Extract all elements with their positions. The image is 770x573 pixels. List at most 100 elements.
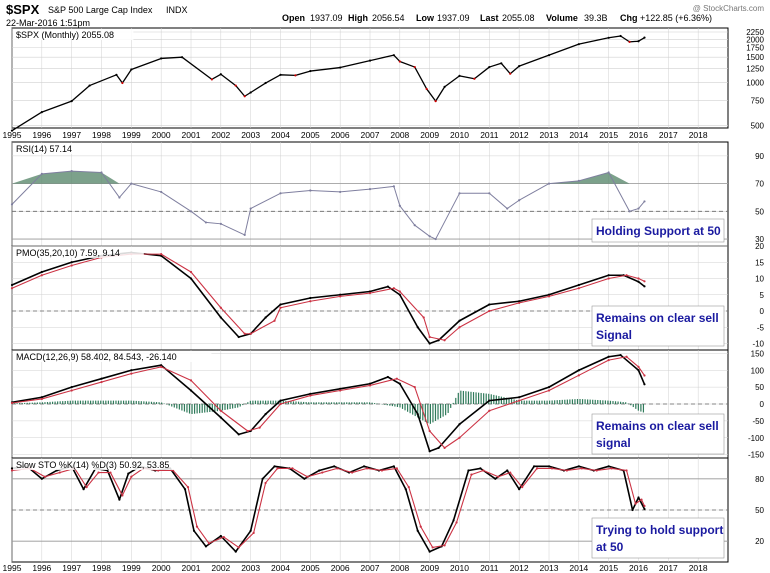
data-point xyxy=(88,84,91,87)
data-point xyxy=(428,342,431,345)
x-tick-label-top: 2001 xyxy=(182,130,201,140)
data-point xyxy=(100,377,103,380)
data-point xyxy=(488,409,491,412)
x-tick-label-bottom: 2006 xyxy=(331,563,350,573)
annotation-box xyxy=(591,517,725,559)
data-point xyxy=(204,221,208,224)
data-point xyxy=(306,475,309,478)
data-point xyxy=(643,383,646,386)
data-point xyxy=(127,472,130,475)
data-point xyxy=(473,77,476,80)
panel-title: RSI(14) 57.14 xyxy=(16,144,72,154)
data-point xyxy=(607,359,610,362)
data-point xyxy=(643,285,646,288)
data-point xyxy=(309,189,312,192)
data-point xyxy=(70,100,73,103)
x-tick-label-bottom: 2004 xyxy=(271,563,290,573)
panel-5: 20 50 80 Slow STO %K(14) %D(3) 50.92, 53.85… xyxy=(10,457,765,563)
data-point xyxy=(577,374,580,377)
data-point xyxy=(219,409,222,412)
panel-title: PMO(35,20,10) 7.59, 9.14 xyxy=(16,248,120,258)
x-tick-label-top: 2004 xyxy=(271,130,290,140)
data-point xyxy=(607,277,610,280)
data-point xyxy=(428,429,431,433)
y-tick-label: 15 xyxy=(755,258,764,267)
x-tick-label-top: 2005 xyxy=(301,130,320,140)
data-point xyxy=(160,57,163,60)
data-point xyxy=(428,550,431,553)
data-point xyxy=(40,477,43,480)
y-tick-label: -50 xyxy=(752,417,764,426)
x-tick-label-top: 1997 xyxy=(62,130,81,140)
data-point xyxy=(398,382,401,385)
symbol: $SPX xyxy=(6,2,40,17)
data-point xyxy=(398,60,401,63)
data-point xyxy=(10,129,14,132)
data-point xyxy=(470,473,473,476)
x-tick-label-top: 2000 xyxy=(152,130,171,140)
data-point xyxy=(351,471,354,474)
data-point xyxy=(428,335,431,339)
data-point xyxy=(118,498,121,501)
data-point xyxy=(386,375,389,379)
x-tick-label-bottom: 2003 xyxy=(241,563,260,573)
data-point xyxy=(183,488,187,491)
data-point xyxy=(43,475,46,478)
data-point xyxy=(121,494,124,497)
data-point xyxy=(398,204,401,207)
data-point xyxy=(189,210,193,213)
data-point xyxy=(637,40,640,43)
y-tick-label: 2000 xyxy=(746,35,764,44)
y-tick-label: 20 xyxy=(755,242,764,251)
x-tick-label-bottom: 1998 xyxy=(92,563,111,573)
data-point xyxy=(610,467,613,470)
data-point xyxy=(395,467,398,470)
data-point xyxy=(368,59,372,62)
data-point xyxy=(479,467,482,470)
data-point xyxy=(637,277,640,280)
y-tick-label: 750 xyxy=(751,96,765,105)
data-point xyxy=(219,316,222,319)
data-point xyxy=(40,172,43,175)
x-tick-label-top: 1998 xyxy=(92,130,111,140)
data-point xyxy=(607,36,610,39)
x-tick-label-bottom: 1997 xyxy=(62,563,81,573)
data-point xyxy=(264,413,267,416)
data-point xyxy=(339,190,342,194)
x-tick-label-bottom: 2010 xyxy=(450,563,469,573)
data-point xyxy=(339,387,342,390)
data-point xyxy=(392,287,395,290)
data-point xyxy=(497,475,500,478)
low-label: Low xyxy=(416,13,435,23)
data-point xyxy=(160,190,163,194)
data-point xyxy=(160,254,163,257)
data-point xyxy=(291,467,294,470)
data-point xyxy=(506,469,509,472)
x-tick-label-top: 2017 xyxy=(659,130,678,140)
chg-value: +122.85 (+6.36%) xyxy=(640,13,712,23)
data-point xyxy=(518,399,521,402)
x-tick-label-top: 2014 xyxy=(569,130,588,140)
data-point xyxy=(10,401,14,405)
data-point xyxy=(234,84,237,87)
data-point xyxy=(565,469,569,472)
y-tick-label: 50 xyxy=(755,506,764,515)
data-point xyxy=(309,300,312,303)
data-point xyxy=(518,301,521,304)
data-point xyxy=(85,486,88,489)
annotation-box xyxy=(591,218,725,243)
data-point xyxy=(416,529,419,532)
open-label: Open xyxy=(282,13,305,23)
data-point xyxy=(443,446,446,449)
data-point xyxy=(273,465,276,468)
y-tick-label: 500 xyxy=(751,121,765,130)
x-tick-label-top: 2006 xyxy=(331,130,350,140)
data-point xyxy=(10,203,14,206)
data-point xyxy=(121,81,124,85)
data-point xyxy=(130,475,133,478)
data-point xyxy=(219,222,222,225)
x-tick-label-bottom: 1999 xyxy=(122,563,141,573)
y-tick-label: 20 xyxy=(755,537,764,546)
